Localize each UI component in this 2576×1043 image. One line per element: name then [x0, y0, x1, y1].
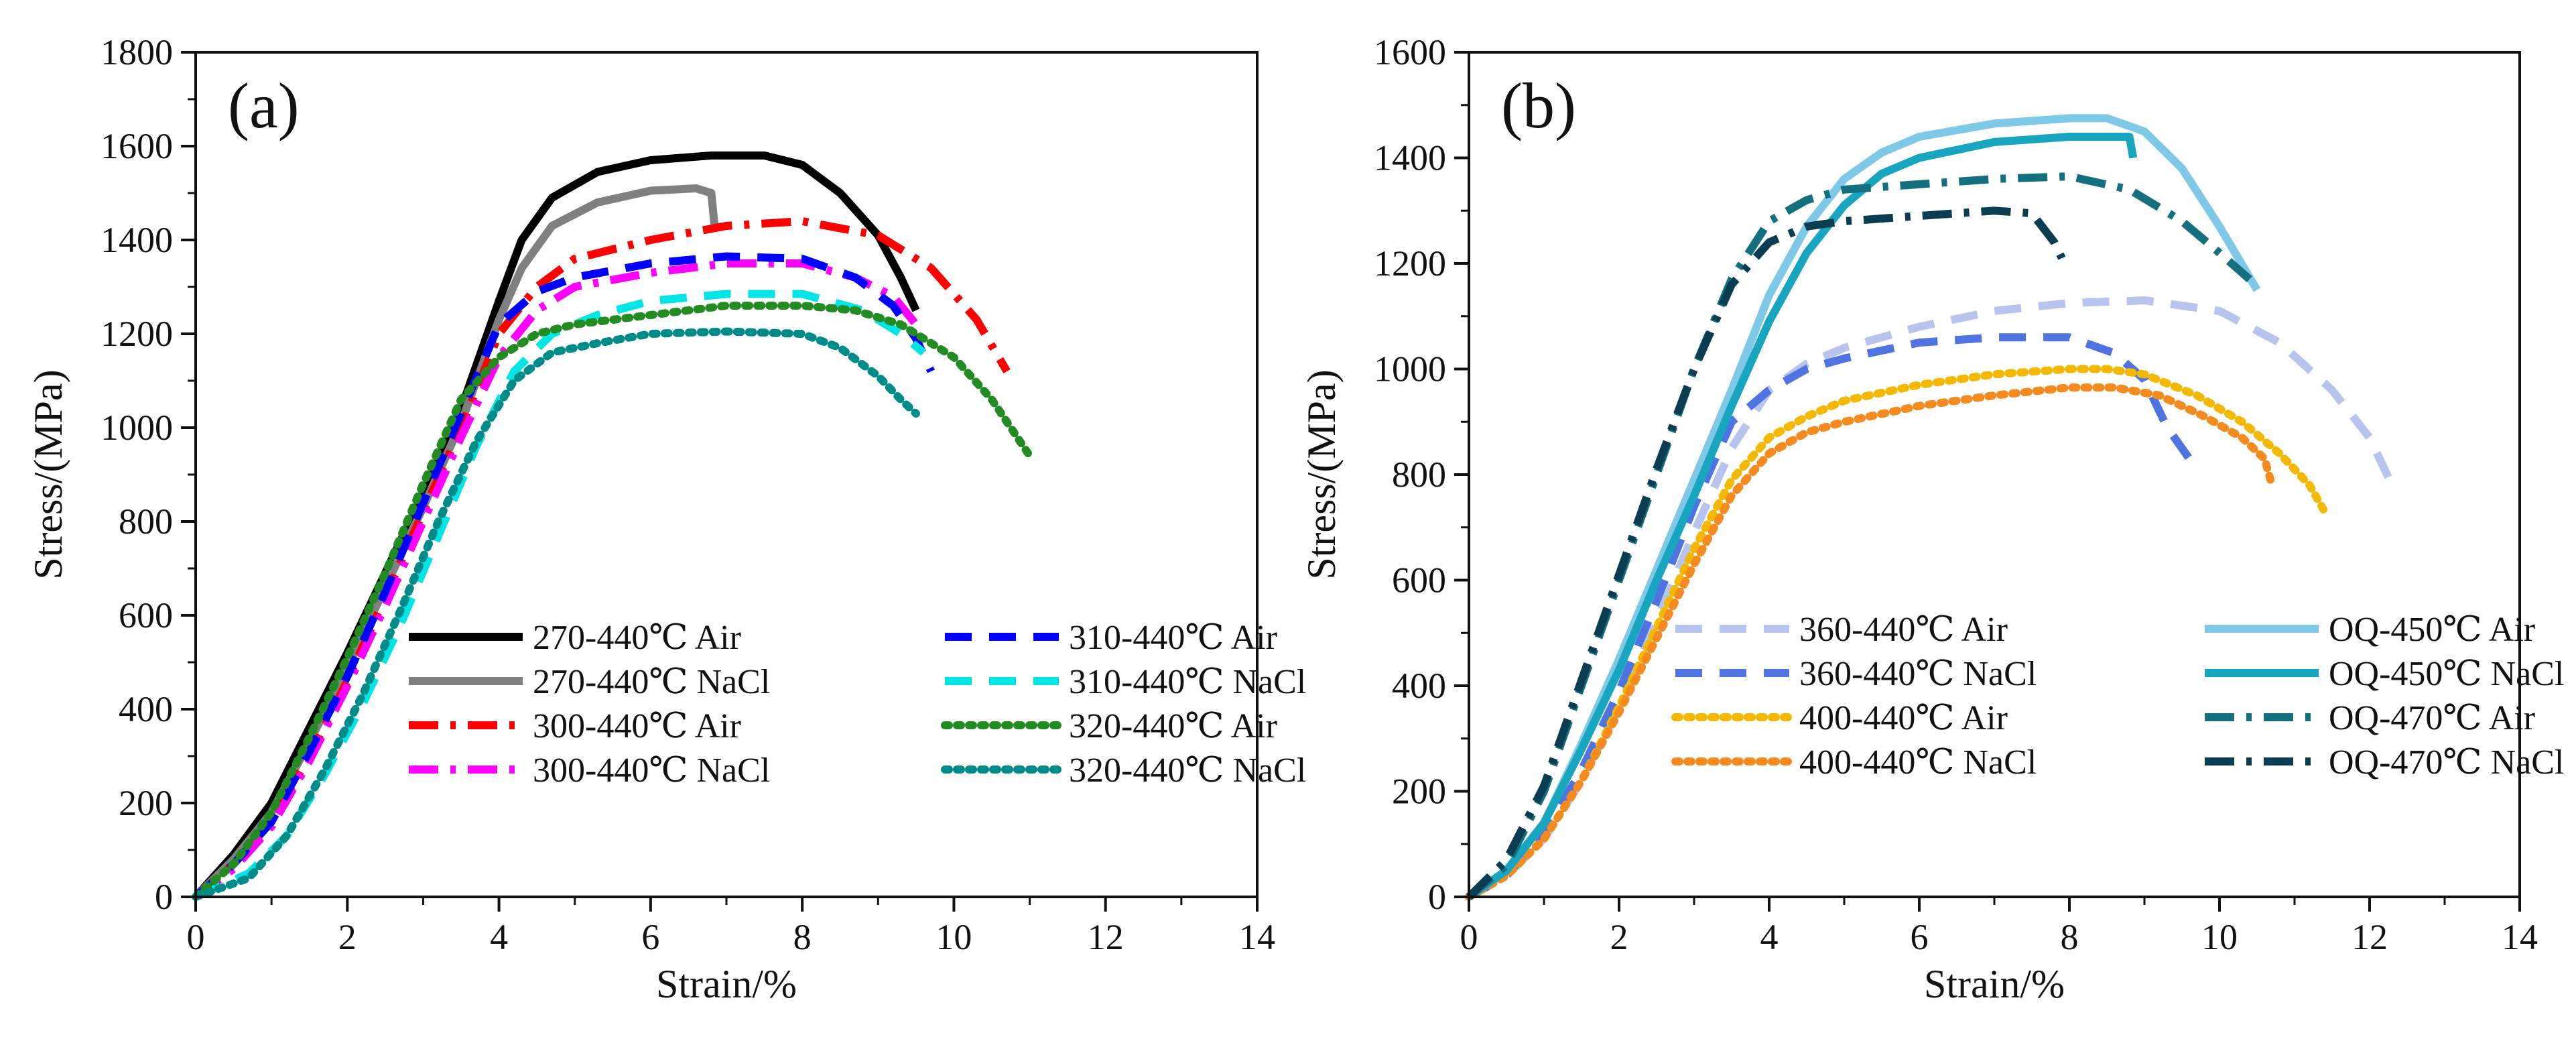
series-line-5 [1466, 133, 2138, 900]
series-line-0 [1467, 296, 2396, 901]
legend: 270-440℃ Air 270-440℃ NaCl 300-440℃ Air 300… [409, 619, 1306, 790]
x-tick-label: 8 [793, 917, 812, 957]
x-axis-title: Strain/% [1924, 962, 2065, 1006]
x-tick-label: 10 [936, 917, 972, 957]
y-tick-label: 1200 [101, 314, 173, 354]
y-tick-label: 1400 [1374, 138, 1446, 178]
legend-label: 300-440℃ Air [533, 707, 741, 745]
legend-label: OQ-450℃ NaCl [2329, 655, 2564, 693]
series-group [192, 151, 1034, 901]
x-tick-label: 2 [338, 917, 357, 957]
legend-label: 400-440℃ NaCl [1799, 743, 2037, 782]
y-tick-label: 400 [119, 689, 173, 729]
x-tick-label: 6 [1911, 917, 1929, 957]
legend-label: 360-440℃ Air [1799, 611, 2008, 649]
y-tick-label: 600 [119, 595, 173, 635]
x-tick-label: 4 [1760, 917, 1779, 957]
series-line-6 [192, 302, 1034, 901]
legend-label: 300-440℃ NaCl [533, 751, 770, 790]
x-tick-label: 14 [2502, 917, 2538, 957]
x-tick-label: 14 [1239, 917, 1275, 957]
y-tick-label: 1600 [101, 126, 173, 166]
y-tick-label: 1000 [1374, 349, 1446, 389]
series-line-7 [1466, 206, 2066, 900]
legend: 360-440℃ Air 360-440℃ NaCl 400-440℃ Air 400… [1671, 611, 2564, 782]
series-line-4 [193, 252, 935, 900]
y-tick-label: 1200 [1374, 243, 1446, 284]
x-axis-title: Strain/% [656, 962, 797, 1006]
x-tick-label: 12 [1088, 917, 1124, 957]
legend-label: 320-440℃ NaCl [1069, 751, 1306, 790]
legend-label: 310-440℃ NaCl [1069, 663, 1306, 701]
x-tick-label: 6 [641, 917, 659, 957]
legend-label: OQ-450℃ Air [2329, 611, 2535, 649]
legend-label: OQ-470℃ Air [2329, 699, 2535, 737]
panel-label: (b) [1501, 70, 1576, 141]
y-axis-title: Stress/(MPa) [26, 369, 70, 579]
y-tick-label: 800 [1392, 454, 1446, 495]
y-axis-title: Stress/(MPa) [1299, 369, 1344, 579]
y-tick-label: 800 [119, 501, 173, 542]
series-line-6 [1466, 172, 2252, 900]
x-tick-label: 0 [1460, 917, 1478, 957]
panel-label: (a) [228, 70, 300, 141]
x-tick-label: 12 [2352, 917, 2388, 957]
x-tick-label: 8 [2061, 917, 2079, 957]
y-tick-label: 0 [155, 877, 173, 917]
x-tick-label: 10 [2201, 917, 2238, 957]
y-tick-label: 1600 [1374, 32, 1446, 72]
y-tick-label: 1800 [101, 32, 173, 72]
y-tick-label: 200 [119, 783, 173, 823]
series-line-3 [1465, 383, 2276, 901]
x-tick-label: 2 [1610, 917, 1628, 957]
series-group [1465, 114, 2396, 901]
chart-panel-a: 0 2 4 6 8 10 12 14 0 200 400 600 800 1000 1200 1400 1600… [26, 32, 1306, 1006]
series-line-7 [192, 327, 920, 901]
chart-panel-b: 0 2 4 6 8 10 12 14 0 200 400 600 800 1000 1200 1400 1600… [1299, 32, 2564, 1006]
y-tick-label: 400 [1392, 666, 1446, 706]
y-tick-label: 0 [1428, 877, 1446, 917]
legend-label: 400-440℃ Air [1799, 699, 2008, 737]
legend-label: OQ-470℃ NaCl [2329, 743, 2564, 782]
legend-label: 270-440℃ Air [533, 619, 741, 657]
y-tick-label: 1000 [101, 408, 173, 448]
series-line-1 [1467, 333, 2193, 901]
y-tick-label: 600 [1392, 560, 1446, 601]
legend-label: 360-440℃ NaCl [1799, 655, 2037, 693]
legend-label: 270-440℃ NaCl [533, 663, 770, 701]
y-tick-label: 200 [1392, 772, 1446, 812]
x-tick-label: 4 [490, 917, 508, 957]
legend-label: 320-440℃ Air [1069, 707, 1277, 745]
x-tick-label: 0 [187, 917, 205, 957]
legend-label: 310-440℃ Air [1069, 619, 1277, 657]
y-tick-label: 1400 [101, 220, 173, 260]
